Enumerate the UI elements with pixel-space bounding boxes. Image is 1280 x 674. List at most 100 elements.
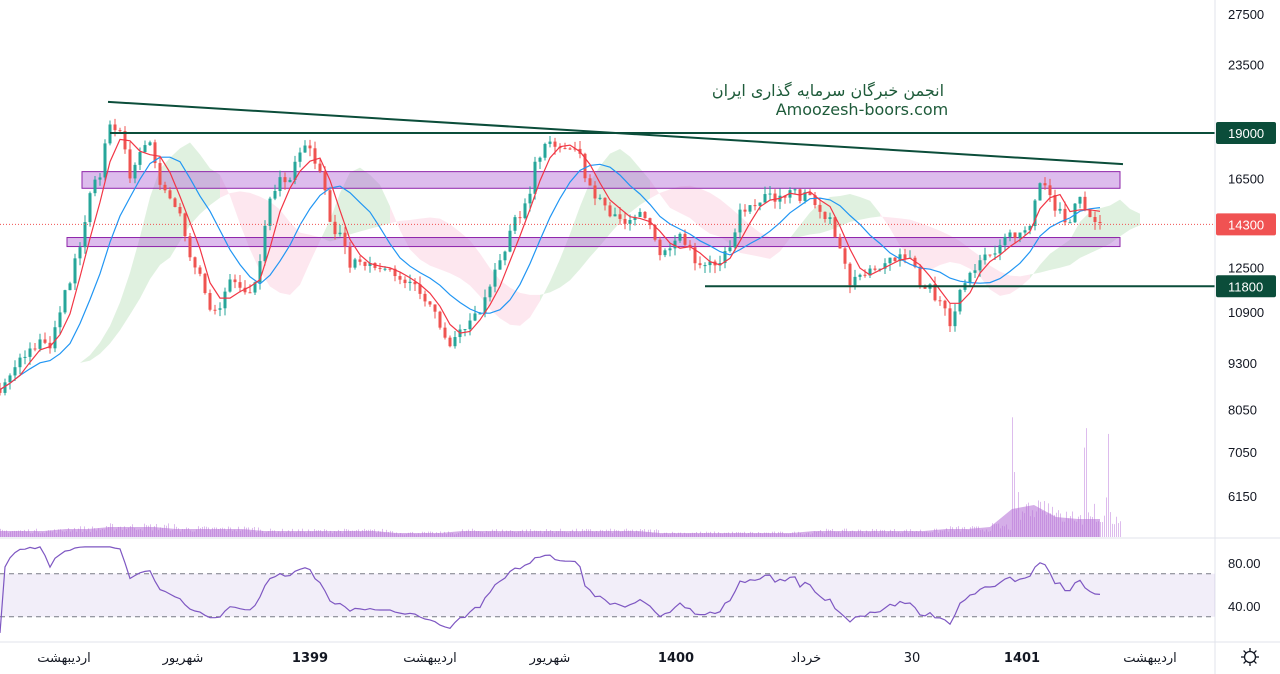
cloud-segment (510, 287, 520, 326)
cloud-segment (150, 169, 160, 280)
volume-histogram (0, 417, 1121, 537)
candle (533, 161, 537, 194)
settings-button[interactable] (1241, 648, 1259, 666)
candle (698, 263, 702, 266)
candle (823, 211, 827, 220)
cloud-segment (930, 226, 940, 270)
candle (1063, 208, 1067, 223)
candle (873, 268, 877, 270)
candle (663, 250, 667, 256)
candle (143, 145, 147, 153)
rsi-panel: 80.00 40.00 (0, 546, 1261, 633)
price-tick-label: 7050 (1228, 445, 1257, 460)
candle (298, 152, 302, 162)
candle (73, 258, 77, 284)
zone-rectangle[interactable] (66, 237, 1121, 248)
volume-bar (1104, 515, 1105, 537)
cloud-segment (880, 213, 890, 229)
candle (3, 382, 7, 393)
cloud-segment (300, 232, 310, 285)
candle (43, 339, 47, 343)
candle (683, 233, 687, 245)
candle (1008, 232, 1012, 237)
candle (693, 247, 697, 264)
candle (368, 262, 372, 266)
candle (428, 301, 432, 305)
candle (818, 205, 822, 212)
candle (828, 217, 832, 220)
candle (913, 257, 917, 267)
candle (93, 179, 97, 194)
cloud-segment (660, 189, 670, 208)
cloud-segment (520, 292, 530, 326)
cloud-segment (780, 237, 790, 252)
candle (508, 230, 512, 252)
candle (653, 225, 657, 240)
cloud-segment (1110, 199, 1120, 244)
candle (243, 287, 247, 293)
candle (643, 211, 647, 219)
candle (918, 266, 922, 287)
cloud-segment (120, 272, 130, 331)
cloud-segment (220, 174, 230, 198)
candle (23, 356, 27, 358)
candle (343, 232, 347, 247)
fast-moving-average (0, 138, 1101, 391)
candle (1033, 200, 1037, 227)
time-tick-label: اردیبهشت (37, 651, 91, 666)
candle (523, 203, 527, 219)
candle (1088, 209, 1092, 218)
candle (388, 268, 392, 270)
candle (373, 262, 377, 268)
candle (223, 291, 227, 309)
candle (238, 282, 242, 288)
price-axis[interactable]: 27500 23500 16500 12500 10900 9300 8050 7050 615… (1216, 7, 1276, 504)
time-tick-label: 30 (904, 651, 921, 666)
cloud-segment (770, 237, 780, 259)
rsi-tick-label: 40.00 (1228, 599, 1261, 614)
zone-rectangle[interactable] (81, 171, 1121, 189)
candle (1018, 232, 1022, 238)
candle (463, 329, 467, 331)
cloud-segment (40, 383, 50, 390)
cloud-segment (1040, 253, 1050, 273)
cloud-segment (1120, 199, 1130, 237)
support-resistance-zones (66, 171, 1121, 248)
candle (103, 143, 107, 178)
cloud-segment (960, 241, 970, 269)
candle (263, 225, 267, 262)
cloud-segment (850, 194, 860, 222)
candle (358, 259, 362, 262)
candle (1058, 208, 1062, 211)
time-axis[interactable]: اردیبهشت شهریور 1399 اردیبهشت شهریور 1400 خردا… (37, 651, 1177, 666)
candle (268, 198, 272, 226)
cloud-segment (70, 362, 80, 369)
cloud-segment (690, 185, 700, 227)
volume-bar (1116, 516, 1117, 537)
volume-bar (1014, 472, 1015, 537)
candle (608, 205, 612, 217)
candle (488, 286, 492, 298)
cloud-segment (900, 218, 910, 259)
candle (503, 251, 507, 261)
candle (33, 348, 37, 350)
candle (958, 289, 962, 312)
candle (363, 261, 367, 266)
candle (258, 261, 262, 283)
price-tick-label: 12500 (1228, 261, 1264, 276)
candle (703, 265, 707, 267)
volume-bar (1118, 523, 1119, 537)
candle (813, 195, 817, 206)
candle (923, 286, 927, 289)
price-tick-label: 27500 (1228, 7, 1264, 22)
candle (63, 290, 67, 313)
candle (1013, 232, 1017, 238)
drawn-lines[interactable] (0, 100, 1215, 288)
candle (633, 216, 637, 220)
candle (423, 293, 427, 302)
candle (988, 254, 992, 256)
candle (148, 142, 152, 146)
ichimoku-cloud (40, 142, 1140, 390)
candle (28, 348, 32, 357)
